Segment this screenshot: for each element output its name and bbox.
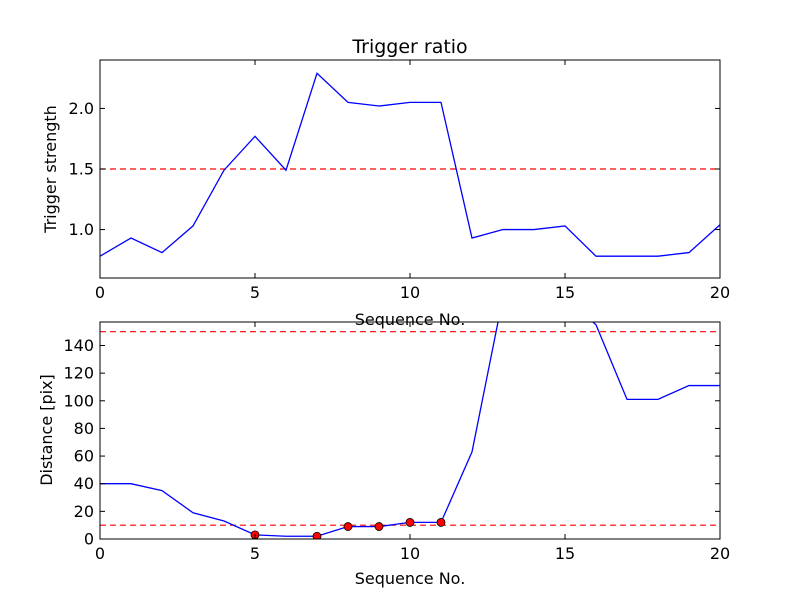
x-tick-label: 10: [400, 283, 420, 302]
plot-area: [100, 322, 720, 539]
trigger-ratio-panel: Trigger ratio Sequence No. Trigger stren…: [41, 36, 730, 329]
data-point-marker: [436, 518, 446, 527]
x-axis-label: Sequence No.: [355, 569, 466, 588]
x-tick-label: 5: [250, 283, 260, 302]
x-tick-label: 20: [710, 544, 730, 563]
y-axis-label: Distance [pix]: [37, 374, 56, 486]
y-tick-label: 0: [84, 530, 94, 549]
data-point-marker: [312, 531, 322, 539]
plot-area: [100, 72, 720, 257]
y-tick-label: 20: [74, 502, 94, 521]
x-tick-label: 5: [250, 544, 260, 563]
y-tick-label: 2.0: [69, 99, 94, 118]
y-tick-label: 1.0: [69, 220, 94, 239]
x-tick-label: 0: [95, 283, 105, 302]
y-tick-label: 120: [63, 364, 94, 383]
y-tick-label: 140: [63, 336, 94, 355]
data-point-marker: [405, 518, 415, 527]
x-tick-label: 0: [95, 544, 105, 563]
y-tick-label: 1.5: [69, 160, 94, 179]
y-axis-label: Trigger strength: [41, 105, 60, 234]
y-tick-label: 100: [63, 391, 94, 410]
x-tick-label: 15: [555, 544, 575, 563]
x-tick-label: 10: [400, 544, 420, 563]
x-tick-label: 15: [555, 283, 575, 302]
data-point-marker: [343, 522, 353, 531]
data-point-marker: [374, 522, 384, 531]
distance-panel: Sequence No. Distance [pix] 0 5 10 15 20 0 20 4…: [37, 321, 730, 588]
y-tick-label: 60: [74, 447, 94, 466]
chart-title: Trigger ratio: [351, 36, 467, 58]
x-axis-label: Sequence No.: [355, 310, 466, 329]
y-tick-label: 40: [74, 474, 94, 493]
x-tick-label: 20: [710, 283, 730, 302]
y-tick-label: 80: [74, 419, 94, 438]
series-line: [100, 72, 720, 257]
